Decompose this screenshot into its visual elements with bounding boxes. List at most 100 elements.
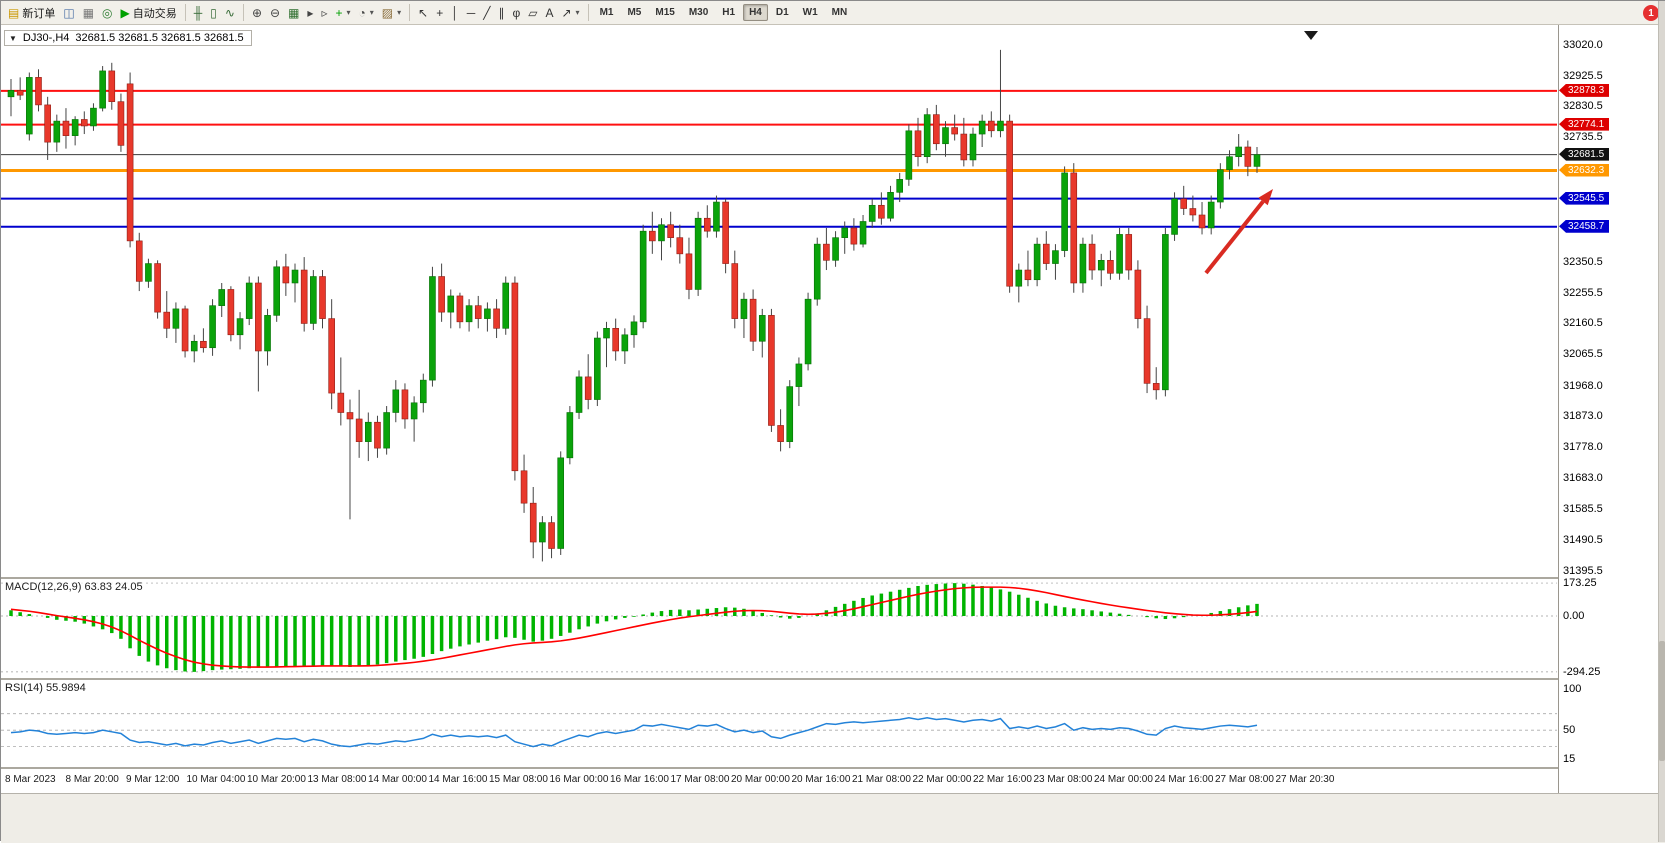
candle	[1080, 244, 1086, 283]
new-order-button[interactable]: ▤新订单	[4, 3, 59, 22]
zoom-in-icon[interactable]: ⊕	[248, 3, 266, 22]
candle	[1052, 251, 1058, 264]
trendline-icon[interactable]: ╱	[479, 3, 494, 22]
tf-h1[interactable]: H1	[716, 4, 741, 21]
chart-shift-marker[interactable]	[1304, 31, 1318, 40]
fibonacci-icon: φ	[512, 7, 520, 19]
time-label: 22 Mar 16:00	[973, 774, 1032, 785]
cursor-icon: ↖	[418, 7, 428, 19]
axis-label: 32350.5	[1563, 256, 1603, 268]
candle	[1217, 170, 1223, 202]
macd-indicator-panel[interactable]: MACD(12,26,9) 63.83 24.05	[1, 579, 1557, 678]
candle	[549, 523, 555, 549]
candle	[393, 390, 399, 413]
candle	[695, 218, 701, 289]
text-icon: A	[545, 7, 553, 19]
candle	[851, 228, 857, 244]
time-label: 21 Mar 08:00	[852, 774, 911, 785]
tf-m30[interactable]: M30	[683, 4, 714, 21]
trend-arrow[interactable]	[1206, 202, 1263, 273]
candle	[943, 128, 949, 144]
shapes-icon: ▱	[528, 7, 537, 19]
tf-w1[interactable]: W1	[797, 4, 824, 21]
candle	[237, 319, 243, 335]
candle	[182, 309, 188, 351]
candle	[823, 244, 829, 260]
candle	[54, 121, 60, 142]
candlestick-chart-icon[interactable]: ▯	[206, 3, 221, 22]
horizontal-line-icon[interactable]: ─	[463, 3, 480, 22]
bar-chart-icon[interactable]: ╫	[190, 3, 207, 22]
rsi-indicator-panel[interactable]: RSI(14) 55.9894	[1, 680, 1557, 767]
time-label: 20 Mar 00:00	[731, 774, 790, 785]
candle	[164, 312, 170, 328]
tile-windows-icon[interactable]: ▦	[284, 3, 303, 22]
candle	[860, 221, 866, 244]
candle	[45, 105, 51, 142]
auto-trading-button-label: 自动交易	[133, 5, 177, 21]
macd-canvas[interactable]	[1, 579, 1557, 678]
candle	[35, 77, 41, 105]
time-label: 23 Mar 08:00	[1034, 774, 1093, 785]
line-chart-icon[interactable]: ∿	[221, 3, 239, 22]
candle	[805, 299, 811, 364]
axis-label: -294.25	[1563, 666, 1600, 678]
axis-label: 31778.0	[1563, 441, 1603, 453]
tf-mn[interactable]: MN	[826, 4, 854, 21]
candle	[100, 71, 106, 108]
candle	[1135, 270, 1141, 319]
candle	[539, 523, 545, 542]
indicators-icon[interactable]: +▾	[331, 3, 354, 22]
candle	[1162, 234, 1168, 389]
candle	[787, 387, 793, 442]
tf-m1[interactable]: M1	[594, 4, 620, 21]
notification-badge[interactable]: 1	[1643, 5, 1659, 21]
candle	[1144, 319, 1150, 384]
candle	[686, 254, 692, 290]
toolbar-separator	[243, 4, 244, 21]
profiles-icon[interactable]: ▦	[79, 3, 98, 22]
arrow-tools-icon[interactable]: ↗▾	[557, 3, 583, 22]
tf-m5[interactable]: M5	[621, 4, 647, 21]
periods-icon[interactable]: ◔▾	[355, 3, 378, 22]
auto-trading-button[interactable]: ▶自动交易	[117, 3, 181, 22]
candle	[924, 115, 930, 157]
text-icon[interactable]: A	[541, 3, 557, 22]
price-chart-canvas[interactable]	[1, 29, 1557, 577]
candle	[484, 309, 490, 319]
horizontal-line-icon: ─	[467, 7, 476, 19]
rsi-canvas[interactable]	[1, 680, 1557, 767]
candle	[732, 264, 738, 319]
toolbar-separator	[409, 4, 410, 21]
line-chart-icon: ∿	[225, 7, 235, 19]
crosshair-icon[interactable]: +	[432, 3, 447, 22]
candle	[127, 84, 133, 241]
auto-scroll-icon[interactable]: ▸	[303, 3, 317, 22]
candle	[310, 277, 316, 324]
candle	[8, 90, 14, 96]
periods-icon: ◔	[359, 7, 366, 19]
tf-m15[interactable]: M15	[649, 4, 680, 21]
candle	[457, 296, 463, 322]
chart-shift-icon[interactable]: ▹	[317, 3, 331, 22]
charts-icon[interactable]: ◫	[59, 3, 78, 22]
cycle-icon[interactable]: ◎	[98, 3, 116, 22]
chart-window-title[interactable]: ▼ DJ30-,H4 32681.5 32681.5 32681.5 32681…	[4, 30, 252, 46]
time-label: 10 Mar 20:00	[247, 774, 306, 785]
fibonacci-icon[interactable]: φ	[508, 3, 524, 22]
cursor-icon[interactable]: ↖	[414, 3, 432, 22]
vertical-line-icon[interactable]: │	[447, 3, 463, 22]
shapes-icon[interactable]: ▱	[524, 3, 541, 22]
tf-d1[interactable]: D1	[770, 4, 795, 21]
channel-icon[interactable]: ∥	[494, 3, 508, 22]
zoom-out-icon[interactable]: ⊖	[266, 3, 284, 22]
scrollbar-thumb[interactable]	[1659, 641, 1665, 761]
time-label: 8 Mar 2023	[5, 774, 56, 785]
price-chart-panel[interactable]: ▼ DJ30-,H4 32681.5 32681.5 32681.5 32681…	[1, 29, 1557, 577]
candle	[118, 102, 124, 146]
axis-label: 31585.5	[1563, 503, 1603, 515]
time-label: 16 Mar 00:00	[550, 774, 609, 785]
tf-h4[interactable]: H4	[743, 4, 768, 21]
templates-icon[interactable]: ▨▾	[378, 3, 405, 22]
